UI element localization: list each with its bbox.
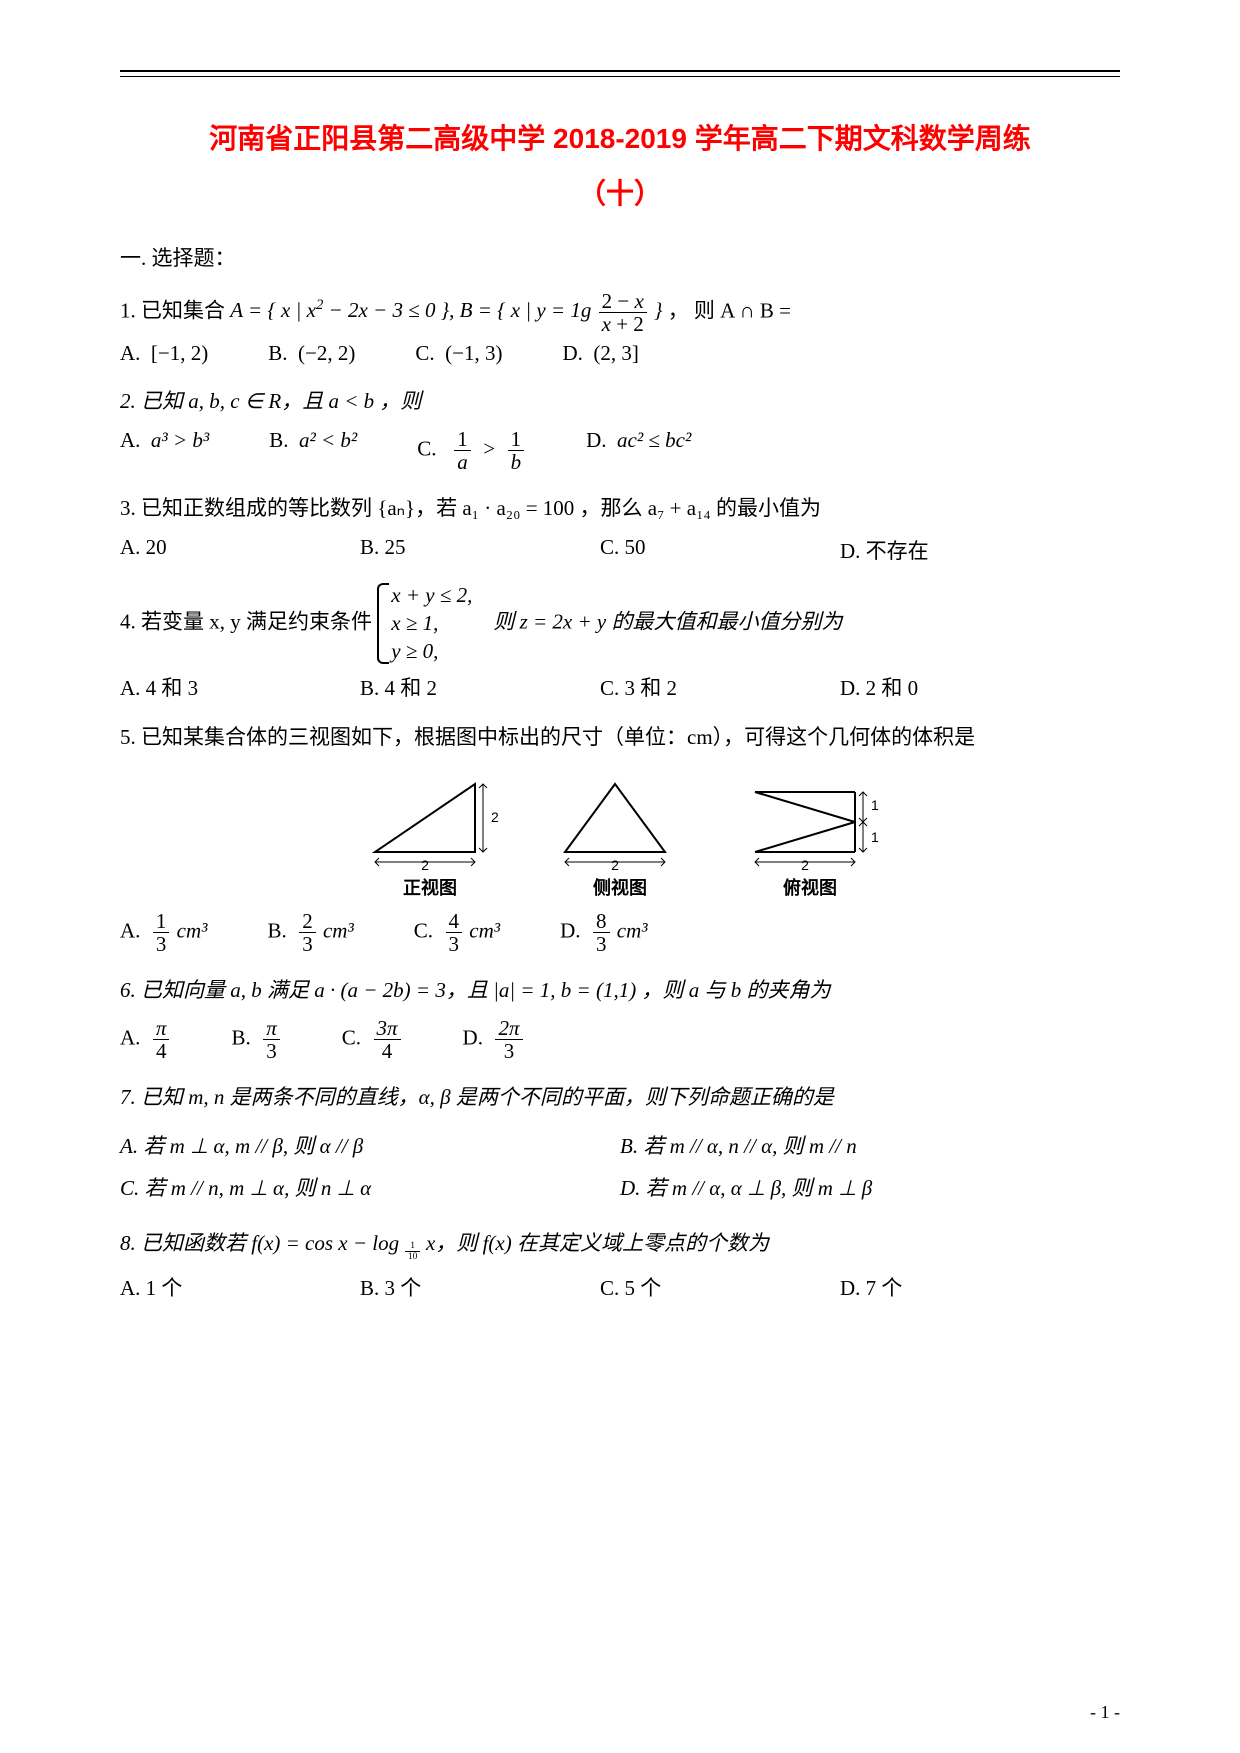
q2-opt-A: A. a³ > b³ — [120, 428, 209, 473]
q5-side-label: 侧视图 — [545, 874, 695, 900]
q1-options: A. [−1, 2) B. (−2, 2) C. (−1, 3) D. (2, … — [120, 341, 1120, 366]
q3-options: A. 20 B. 25 C. 50 D. 不存在 — [120, 535, 1120, 565]
q7-opt-A: A. 若 m ⊥ α, m // β, 则 α // β — [120, 1130, 620, 1160]
q7-opt-D: D. 若 m // α, α ⊥ β, 则 m ⊥ β — [620, 1172, 1120, 1202]
q5-front-view: 2 2 正视图 — [355, 772, 505, 900]
q3-opt-C: C. 50 — [600, 535, 840, 565]
q8-opt-A: A. 1 个 — [120, 1272, 360, 1302]
dim-h1: 1 — [871, 797, 879, 813]
question-8: 8. 已知函数若 f(x) = cos x − log 110 x，则 f(x)… — [120, 1224, 1120, 1266]
q4-options: A. 4 和 3 B. 4 和 2 C. 3 和 2 D. 2 和 0 — [120, 672, 1120, 702]
q4-opt-D: D. 2 和 0 — [840, 672, 1080, 702]
dim-w: 2 — [421, 857, 429, 872]
q5-side-svg: 2 — [545, 772, 695, 872]
q5-top-view: 2 1 1 俯视图 — [735, 772, 885, 900]
q7-stem: 7. 已知 m, n 是两条不同的直线，α, β 是两个不同的平面，则下列命题正… — [120, 1085, 834, 1109]
document-title: 河南省正阳县第二高级中学 2018-2019 学年高二下期文科数学周练 — [120, 117, 1120, 162]
q5-opt-B: B. 23 cm³ — [267, 910, 353, 955]
dim-w: 2 — [611, 857, 619, 872]
question-2: 2. 已知 a, b, c ∈ R，且 a < b ，则 — [120, 382, 1120, 422]
q2-stem: 2. 已知 a, b, c ∈ R，且 a < b ，则 — [120, 389, 421, 413]
question-6: 6. 已知向量 a, b 满足 a · (a − 2b) = 3，且 |a| =… — [120, 971, 1120, 1011]
q5-side-view: 2 侧视图 — [545, 772, 695, 900]
q4-opt-B: B. 4 和 2 — [360, 672, 600, 702]
q1-opt-C: C. (−1, 3) — [415, 341, 502, 366]
q4-case1: x + y ≤ 2, — [391, 581, 472, 609]
q3-opt-B: B. 25 — [360, 535, 600, 565]
q6-opt-B: B. π3 — [231, 1017, 281, 1062]
q5-opt-A: A. 13 cm³ — [120, 910, 207, 955]
q3-opt-A: A. 20 — [120, 535, 360, 565]
page: 河南省正阳县第二高级中学 2018-2019 学年高二下期文科数学周练 （十） … — [0, 0, 1240, 1753]
q1-set-A: A = { x | x2 − 2x − 3 ≤ 0 }, B = { x | y… — [230, 298, 662, 322]
q5-front-svg: 2 2 — [355, 772, 505, 872]
q5-opt-C: C. 43 cm³ — [414, 910, 500, 955]
q5-options: A. 13 cm³ B. 23 cm³ C. 43 cm³ D. 83 cm³ — [120, 910, 1120, 955]
q2-opt-C: C. 1a > 1b — [417, 428, 526, 473]
q8-options: A. 1 个 B. 3 个 C. 5 个 D. 7 个 — [120, 1272, 1120, 1302]
q5-front-label: 正视图 — [355, 874, 505, 900]
q5-top-svg: 2 1 1 — [735, 772, 885, 872]
q6-opt-D: D. 2π3 — [463, 1017, 525, 1062]
q7-options: A. 若 m ⊥ α, m // β, 则 α // β B. 若 m // α… — [120, 1124, 1120, 1208]
q2-options: A. a³ > b³ B. a² < b² C. 1a > 1b D. ac² … — [120, 428, 1120, 473]
dim-h: 2 — [491, 809, 499, 825]
q8-opt-B: B. 3 个 — [360, 1272, 600, 1302]
q5-three-views: 2 2 正视图 2 侧视图 — [120, 772, 1120, 900]
q8-opt-D: D. 7 个 — [840, 1272, 1080, 1302]
q6-opt-C: C. 3π4 — [342, 1017, 403, 1062]
dim-w: 2 — [801, 857, 809, 872]
q6-options: A. π4 B. π3 C. 3π4 D. 2π3 — [120, 1017, 1120, 1062]
q5-top-label: 俯视图 — [735, 874, 885, 900]
question-7: 7. 已知 m, n 是两条不同的直线，α, β 是两个不同的平面，则下列命题正… — [120, 1078, 1120, 1118]
top-rule — [120, 70, 1120, 77]
q1-opt-B: B. (−2, 2) — [268, 341, 355, 366]
question-5: 5. 已知某集合体的三视图如下，根据图中标出的尺寸（单位：cm），可得这个几何体… — [120, 718, 1120, 758]
q1-stem-pre: 1. 已知集合 — [120, 298, 230, 322]
q4-opt-C: C. 3 和 2 — [600, 672, 840, 702]
q4-stem-post: 则 z = 2x + y 的最大值和最小值分别为 — [493, 609, 842, 633]
q2-opt-B: B. a² < b² — [269, 428, 357, 473]
q4-case3: y ≥ 0, — [391, 637, 472, 665]
q7-opt-C: C. 若 m // n, m ⊥ α, 则 n ⊥ α — [120, 1172, 620, 1202]
q4-case2: x ≥ 1, — [391, 609, 472, 637]
q4-cases: x + y ≤ 2, x ≥ 1, y ≥ 0, — [377, 581, 472, 666]
dim-h2: 1 — [871, 829, 879, 845]
section-heading: 一. 选择题： — [120, 242, 1120, 272]
question-3: 3. 已知正数组成的等比数列 {aₙ}，若 a₁ · a₂₀ = 100 ，那么… — [120, 489, 1120, 529]
q3-opt-D: D. 不存在 — [840, 535, 1080, 565]
q2-opt-D: D. ac² ≤ bc² — [586, 428, 691, 473]
q1-opt-A: A. [−1, 2) — [120, 341, 208, 366]
document-subtitle: （十） — [120, 172, 1120, 212]
q5-opt-D: D. 83 cm³ — [560, 910, 647, 955]
q7-opt-B: B. 若 m // α, n // α, 则 m // n — [620, 1130, 1120, 1160]
question-1: 1. 已知集合 A = { x | x2 − 2x − 3 ≤ 0 }, B =… — [120, 290, 1120, 335]
q8-opt-C: C. 5 个 — [600, 1272, 840, 1302]
q1-stem-post: ， 则 A ∩ B = — [668, 298, 791, 322]
q6-stem: 6. 已知向量 a, b 满足 a · (a − 2b) = 3，且 |a| =… — [120, 978, 830, 1002]
q8-stem-post: x，则 f(x) 在其定义域上零点的个数为 — [426, 1231, 769, 1255]
q8-stem-pre: 8. 已知函数若 f(x) = cos x − log — [120, 1231, 399, 1255]
q1-opt-D: D. (2, 3] — [562, 341, 638, 366]
q4-stem-pre: 4. 若变量 x, y 满足约束条件 — [120, 609, 372, 633]
q6-opt-A: A. π4 — [120, 1017, 171, 1062]
page-number: - 1 - — [1090, 1702, 1120, 1723]
q4-opt-A: A. 4 和 3 — [120, 672, 360, 702]
question-4: 4. 若变量 x, y 满足约束条件 x + y ≤ 2, x ≥ 1, y ≥… — [120, 581, 1120, 666]
